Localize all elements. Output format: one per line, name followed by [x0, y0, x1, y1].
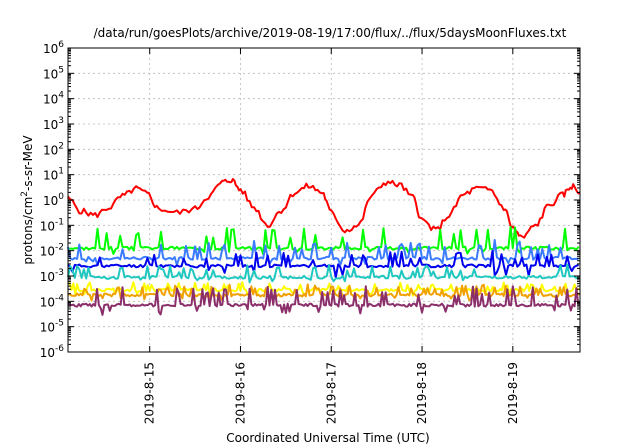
y-tick-base: 10: [43, 169, 58, 183]
y-tick-exponent: 1: [58, 167, 64, 177]
y-axis-label-rest: -s-sr-MeV: [21, 135, 35, 191]
y-tick-base: 10: [40, 245, 55, 259]
y-tick-label: 10-1: [40, 217, 64, 233]
y-tick-base: 10: [40, 219, 55, 233]
y-tick-base: 10: [43, 67, 58, 81]
y-axis-label: protons/cm2-s-sr-MeV: [20, 135, 35, 265]
y-tick-exponent: 2: [58, 141, 64, 151]
y-tick-label: 10-2: [40, 243, 64, 259]
y-tick-label: 100: [43, 192, 64, 208]
y-axis-label-main: protons/cm: [21, 197, 35, 265]
series-line-1: [67, 178, 581, 239]
y-tick-exponent: 0: [58, 192, 64, 202]
y-tick-base: 10: [40, 295, 55, 309]
x-tick-label: 2019-8-19: [506, 362, 520, 424]
y-axis-label-sup: 2: [20, 191, 30, 197]
y-tick-base: 10: [43, 93, 58, 107]
series-layer: [67, 178, 581, 316]
y-tick-label: 10-5: [40, 319, 64, 335]
y-tick-base: 10: [43, 143, 58, 157]
series-line-2: [67, 226, 580, 255]
grid-lines: [68, 48, 580, 352]
y-tick-label: 10-6: [40, 344, 65, 360]
y-tick-exponent: -6: [55, 344, 64, 354]
y-tick-base: 10: [40, 321, 55, 335]
y-tick-exponent: -4: [55, 293, 64, 303]
series-line-4: [67, 250, 580, 279]
x-tick-label: 2019-8-15: [143, 362, 157, 424]
y-tick-base: 10: [43, 42, 58, 56]
x-tick-labels: 2019-8-15 2019-8-16 2019-8-17 2019-8-18 2019…: [143, 362, 520, 424]
y-tick-exponent: 3: [58, 116, 64, 126]
y-tick-base: 10: [40, 346, 55, 360]
y-tick-exponent: 6: [58, 40, 64, 50]
y-tick-labels: 10-610-510-410-310-210-11001011021031041…: [40, 40, 65, 360]
y-tick-label: 106: [43, 40, 64, 56]
series-line-5: [67, 263, 579, 284]
x-tick-label: 2019-8-16: [233, 362, 247, 424]
series-line-8: [67, 285, 580, 316]
chart-title: /data/run/goesPlots/archive/2019-08-19/1…: [94, 26, 567, 40]
y-tick-base: 10: [43, 194, 58, 208]
y-tick-exponent: -5: [55, 319, 64, 329]
y-tick-base: 10: [40, 270, 55, 284]
x-tick-label: 2019-8-18: [415, 362, 429, 424]
y-tick-exponent: 5: [58, 65, 64, 75]
x-tick-label: 2019-8-17: [324, 362, 338, 424]
y-tick-base: 10: [43, 118, 58, 132]
y-tick-exponent: -1: [55, 217, 64, 227]
y-tick-exponent: -3: [55, 268, 64, 278]
y-tick-label: 103: [43, 116, 64, 132]
y-tick-exponent: -2: [55, 243, 64, 253]
y-tick-label: 10-3: [40, 268, 64, 284]
x-axis-label: Coordinated Universal Time (UTC): [226, 431, 429, 445]
y-tick-label: 105: [43, 65, 64, 81]
y-tick-label: 104: [43, 91, 64, 107]
axis-ticks: [68, 47, 580, 353]
series-line-7: [67, 283, 581, 302]
y-tick-label: 10-4: [40, 293, 65, 309]
y-tick-label: 101: [43, 167, 64, 183]
y-tick-exponent: 4: [58, 91, 64, 101]
y-tick-label: 102: [43, 141, 64, 157]
